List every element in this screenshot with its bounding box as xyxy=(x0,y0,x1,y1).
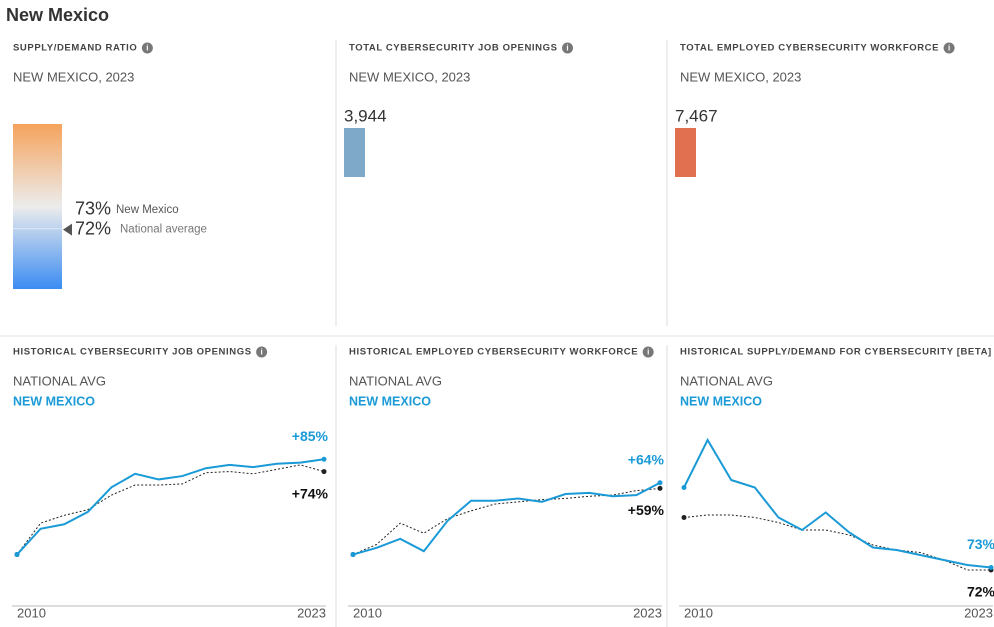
end-point xyxy=(350,552,356,558)
bar-value-label: 3,944 xyxy=(344,106,387,125)
x-tick-label: 2023 xyxy=(964,605,993,620)
end-point xyxy=(988,565,994,570)
info-icon xyxy=(642,346,654,358)
end-point xyxy=(14,552,20,558)
national-marker xyxy=(63,223,72,236)
x-tick-label: 2010 xyxy=(17,605,46,620)
x-tick-label: 2010 xyxy=(684,605,713,620)
panel-title: HISTORICAL CYBERSECURITY JOB OPENINGS xyxy=(13,347,252,358)
national-line xyxy=(352,487,661,556)
info-glyph: i xyxy=(948,44,950,53)
panel-title: TOTAL CYBERSECURITY JOB OPENINGS xyxy=(349,43,558,54)
info-icon xyxy=(256,346,268,358)
bar xyxy=(675,128,696,177)
end-label: 73% xyxy=(967,536,994,552)
end-label: +59% xyxy=(628,502,665,518)
bar-value-label: 7,467 xyxy=(675,106,718,125)
end-point xyxy=(657,480,663,486)
legend-entry: NATIONAL AVG xyxy=(349,373,442,388)
national-value-label: 72% xyxy=(75,218,111,238)
end-point xyxy=(321,469,327,475)
panel-title: HISTORICAL SUPPLY/DEMAND FOR CYBERSECURI… xyxy=(680,347,992,358)
info-glyph: i xyxy=(146,44,148,53)
info-glyph: i xyxy=(261,348,263,357)
panel-title: TOTAL EMPLOYED CYBERSECURITY WORKFORCE xyxy=(680,43,939,54)
info-icon xyxy=(141,42,153,54)
panel-title: SUPPLY/DEMAND RATIO xyxy=(13,43,137,54)
x-tick-label: 2023 xyxy=(633,605,662,620)
national-name: National average xyxy=(120,224,207,236)
page-title: New Mexico xyxy=(6,5,109,25)
national-line xyxy=(16,464,325,555)
end-point xyxy=(321,456,327,462)
end-point xyxy=(657,485,663,491)
end-label: +64% xyxy=(628,451,665,467)
state-line xyxy=(352,481,661,556)
end-label: +74% xyxy=(292,485,329,501)
panel-subtitle: NEW MEXICO, 2023 xyxy=(13,69,134,84)
end-point xyxy=(681,515,687,520)
legend-entry: NEW MEXICO xyxy=(680,394,762,408)
end-label: +85% xyxy=(292,428,329,444)
panel-subtitle: NEW MEXICO, 2023 xyxy=(349,69,470,84)
state-line xyxy=(16,458,325,556)
panel-subtitle: NEW MEXICO, 2023 xyxy=(680,69,801,84)
end-point xyxy=(681,485,687,490)
bar xyxy=(344,128,365,177)
legend-entry: NEW MEXICO xyxy=(13,394,95,408)
state-value-label: 73% xyxy=(75,199,111,219)
legend-entry: NATIONAL AVG xyxy=(13,373,106,388)
info-glyph: i xyxy=(647,348,649,357)
state-line xyxy=(683,437,992,569)
info-glyph: i xyxy=(566,44,568,53)
state-name: New Mexico xyxy=(116,204,179,216)
legend-entry: NATIONAL AVG xyxy=(680,373,773,388)
legend-entry: NEW MEXICO xyxy=(349,394,431,408)
gauge-bar xyxy=(13,124,62,289)
panel-title: HISTORICAL EMPLOYED CYBERSECURITY WORKFO… xyxy=(349,347,638,358)
info-icon xyxy=(562,42,574,54)
end-label: 72% xyxy=(967,584,994,600)
x-tick-label: 2010 xyxy=(353,605,382,620)
x-tick-label: 2023 xyxy=(297,605,326,620)
info-icon xyxy=(943,42,955,54)
